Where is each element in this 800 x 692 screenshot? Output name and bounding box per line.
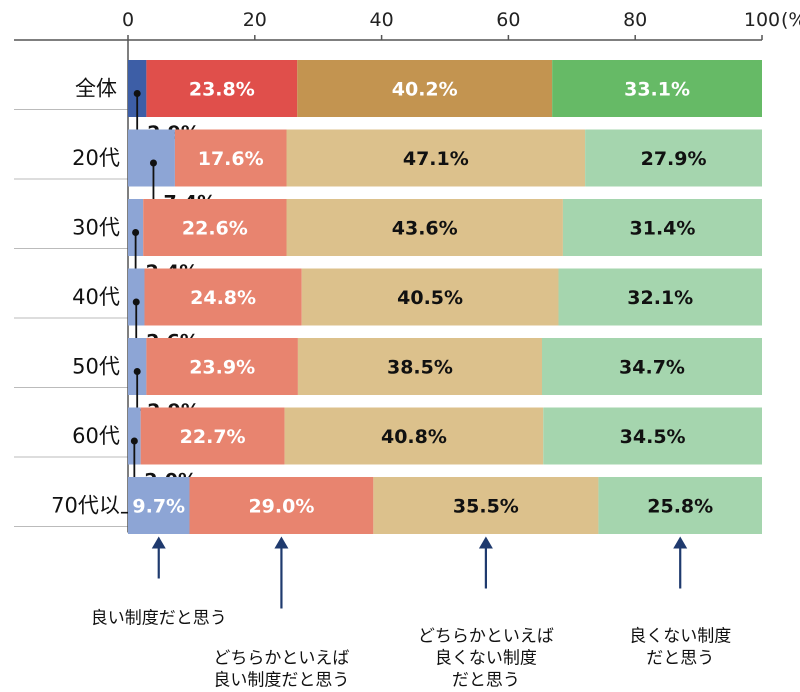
bar-segment	[542, 338, 762, 395]
data-label: 23.8%	[189, 79, 255, 101]
data-label: 25.8%	[647, 496, 713, 518]
data-label: 27.9%	[641, 148, 707, 170]
x-tick-label: 20	[243, 9, 267, 31]
category-label: 全体	[75, 77, 117, 101]
category-label: 30代	[72, 216, 120, 240]
x-tick-label: 80	[623, 9, 647, 31]
bar-segment	[128, 338, 147, 395]
data-label: 9.7%	[132, 496, 185, 518]
bar-segment	[189, 477, 374, 534]
data-label: 34.5%	[620, 426, 686, 448]
data-label: 33.1%	[624, 79, 690, 101]
bar-segment	[373, 477, 599, 534]
legend-arrow-head	[151, 536, 166, 549]
bar-segment	[286, 199, 563, 256]
x-axis-unit: (%)	[781, 9, 800, 31]
bar-segment	[128, 477, 190, 534]
data-label: 43.6%	[392, 218, 458, 240]
data-label: 35.5%	[453, 496, 519, 518]
bar-segment	[562, 199, 762, 256]
data-label: 38.5%	[387, 357, 453, 379]
bar-segment	[128, 60, 147, 117]
legend-label: 良い制度だと思う	[213, 671, 349, 691]
x-tick-label: 40	[370, 9, 394, 31]
data-label: 40.5%	[397, 287, 463, 309]
data-label: 32.1%	[627, 287, 693, 309]
bar-segment	[140, 407, 285, 465]
data-label: 22.7%	[180, 426, 246, 448]
bar-segment	[128, 199, 144, 256]
bar-segment	[143, 199, 287, 256]
legend-label: だと思う	[452, 671, 520, 691]
data-label: 47.1%	[403, 148, 469, 170]
bar-segment	[297, 338, 543, 395]
data-label: 40.2%	[392, 79, 458, 101]
bar-segment	[552, 60, 762, 117]
bar-segment	[146, 60, 298, 117]
data-label: 31.4%	[630, 218, 696, 240]
category-label: 50代	[72, 355, 120, 379]
bar-segment	[128, 268, 145, 326]
bar-segment	[144, 268, 302, 326]
bar-segment	[286, 129, 586, 187]
bar-segment	[146, 338, 298, 395]
bar-segment	[585, 129, 762, 187]
category-label: 20代	[72, 146, 120, 170]
bar-segment	[174, 129, 287, 187]
x-tick-label: 60	[496, 9, 520, 31]
legend-label: どちらかといえば	[418, 627, 554, 647]
bar-segment	[598, 477, 762, 534]
bar-segment	[301, 268, 559, 326]
bar-segment	[128, 407, 141, 465]
bar-segment	[558, 268, 762, 326]
data-label: 22.6%	[182, 218, 248, 240]
data-label: 29.0%	[248, 496, 314, 518]
legend-label: 良い制度だと思う	[91, 609, 227, 629]
category-label: 60代	[72, 424, 120, 448]
category-label: 40代	[72, 285, 120, 309]
data-label: 23.9%	[189, 357, 255, 379]
data-label: 17.6%	[198, 148, 264, 170]
x-tick-label: 100	[744, 9, 780, 31]
x-tick-label: 0	[122, 9, 134, 31]
legend-label: 良くない制度	[435, 649, 537, 669]
bar-segment	[284, 407, 544, 465]
data-label: 40.8%	[381, 426, 447, 448]
legend-label: だと思う	[646, 649, 714, 669]
bar-segment	[128, 129, 175, 187]
bar-segment	[297, 60, 553, 117]
legend-arrow-head	[478, 536, 493, 549]
legend-label: 良くない制度	[629, 627, 731, 647]
data-label: 24.8%	[190, 287, 256, 309]
category-label: 70代以上	[51, 494, 141, 518]
bar-segment	[543, 407, 762, 465]
legend-arrow-head	[673, 536, 688, 549]
legend-arrow-head	[274, 536, 289, 549]
data-label: 34.7%	[619, 357, 685, 379]
legend-label: どちらかといえば	[213, 649, 349, 669]
